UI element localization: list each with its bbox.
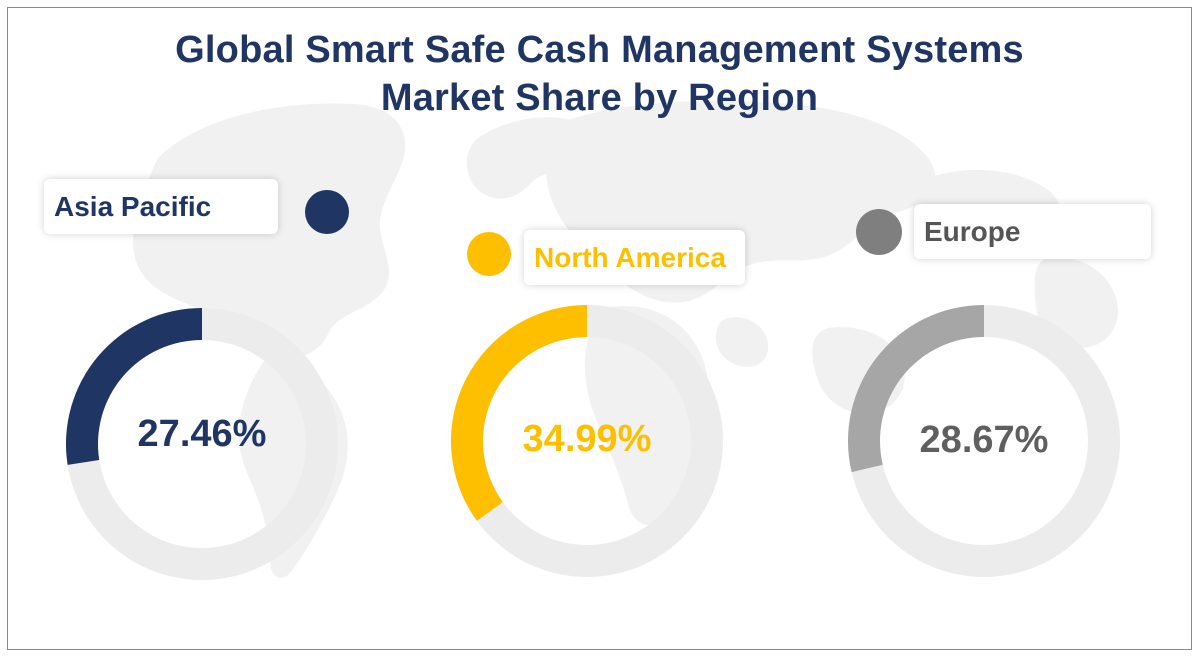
region-name-asia-pacific: Asia Pacific	[54, 190, 212, 222]
region-label-europe: Europe	[914, 204, 1151, 259]
legend-dot-europe	[856, 209, 902, 255]
donut-chart-europe	[848, 305, 1120, 577]
legend-dot-north-america	[467, 232, 511, 276]
region-label-north-america: North America	[524, 230, 745, 285]
chart-frame: Global Smart Safe Cash Management System…	[7, 7, 1192, 650]
donut-chart-asia-pacific	[66, 308, 338, 580]
donut-segment-asia-pacific	[66, 308, 202, 465]
value-label-north-america: 34.99%	[522, 418, 652, 460]
donut-chart-north-america	[451, 305, 723, 577]
chart-title: Global Smart Safe Cash Management System…	[8, 26, 1191, 122]
chart-title-line-1: Global Smart Safe Cash Management System…	[175, 29, 1024, 71]
donut-segment-europe	[848, 305, 984, 473]
value-label-europe: 28.67%	[919, 419, 1049, 461]
region-name-north-america: North America	[534, 241, 726, 273]
region-name-europe: Europe	[924, 215, 1021, 247]
value-label-asia-pacific: 27.46%	[137, 413, 267, 455]
donut-segment-north-america	[451, 305, 587, 521]
region-label-asia-pacific: Asia Pacific	[44, 179, 278, 234]
chart-title-line-2: Market Share by Region	[380, 77, 819, 119]
legend-dot-asia-pacific	[305, 190, 349, 234]
